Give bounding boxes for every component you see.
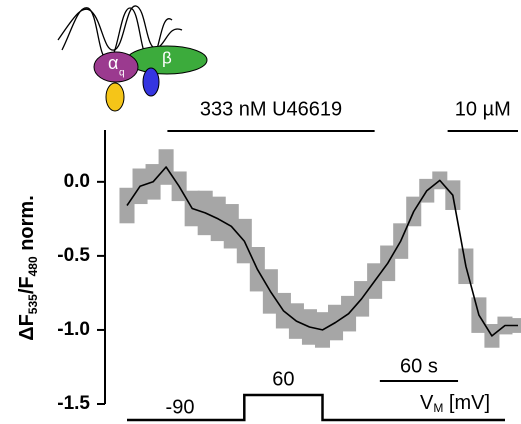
y-label-part: /F	[16, 276, 38, 294]
alpha-label: α	[108, 53, 118, 73]
y-label-sub: 535	[26, 294, 40, 314]
beta-label: β	[162, 48, 172, 67]
g-protein-cartoon: α q β	[57, 5, 208, 112]
alpha-sub-label: q	[119, 68, 125, 79]
y-axis-label: ΔF535/F480 norm.	[16, 195, 40, 341]
mean-trace	[126, 166, 518, 337]
alpha-subunit	[93, 51, 139, 83]
step-label: 60	[272, 368, 294, 390]
application-label: 333 nM U46619	[200, 98, 342, 120]
yellow-subunit	[105, 82, 125, 112]
y-tick-label: -0.5	[57, 245, 90, 266]
protocol-label-sub: M	[433, 401, 443, 415]
error-band	[119, 187, 135, 224]
y-tick-label: -1.0	[57, 319, 90, 340]
y-label-part: ΔF	[16, 314, 38, 341]
scale-bar-label: 60 s	[400, 355, 438, 377]
hold-label: -90	[166, 396, 195, 418]
y-label-sub: 480	[26, 256, 40, 276]
protocol-label-part: V	[420, 392, 434, 414]
blue-subunit	[142, 67, 160, 97]
application-label: 10 µM	[455, 98, 511, 120]
protocol-label-part: [mV]	[443, 392, 490, 414]
voltage-protocol	[127, 393, 505, 422]
protocol-label: VM [mV]	[420, 392, 490, 415]
y-label-part: norm.	[16, 195, 38, 256]
y-tick-label: 0.0	[64, 171, 90, 192]
y-tick-label: -1.5	[57, 393, 90, 414]
